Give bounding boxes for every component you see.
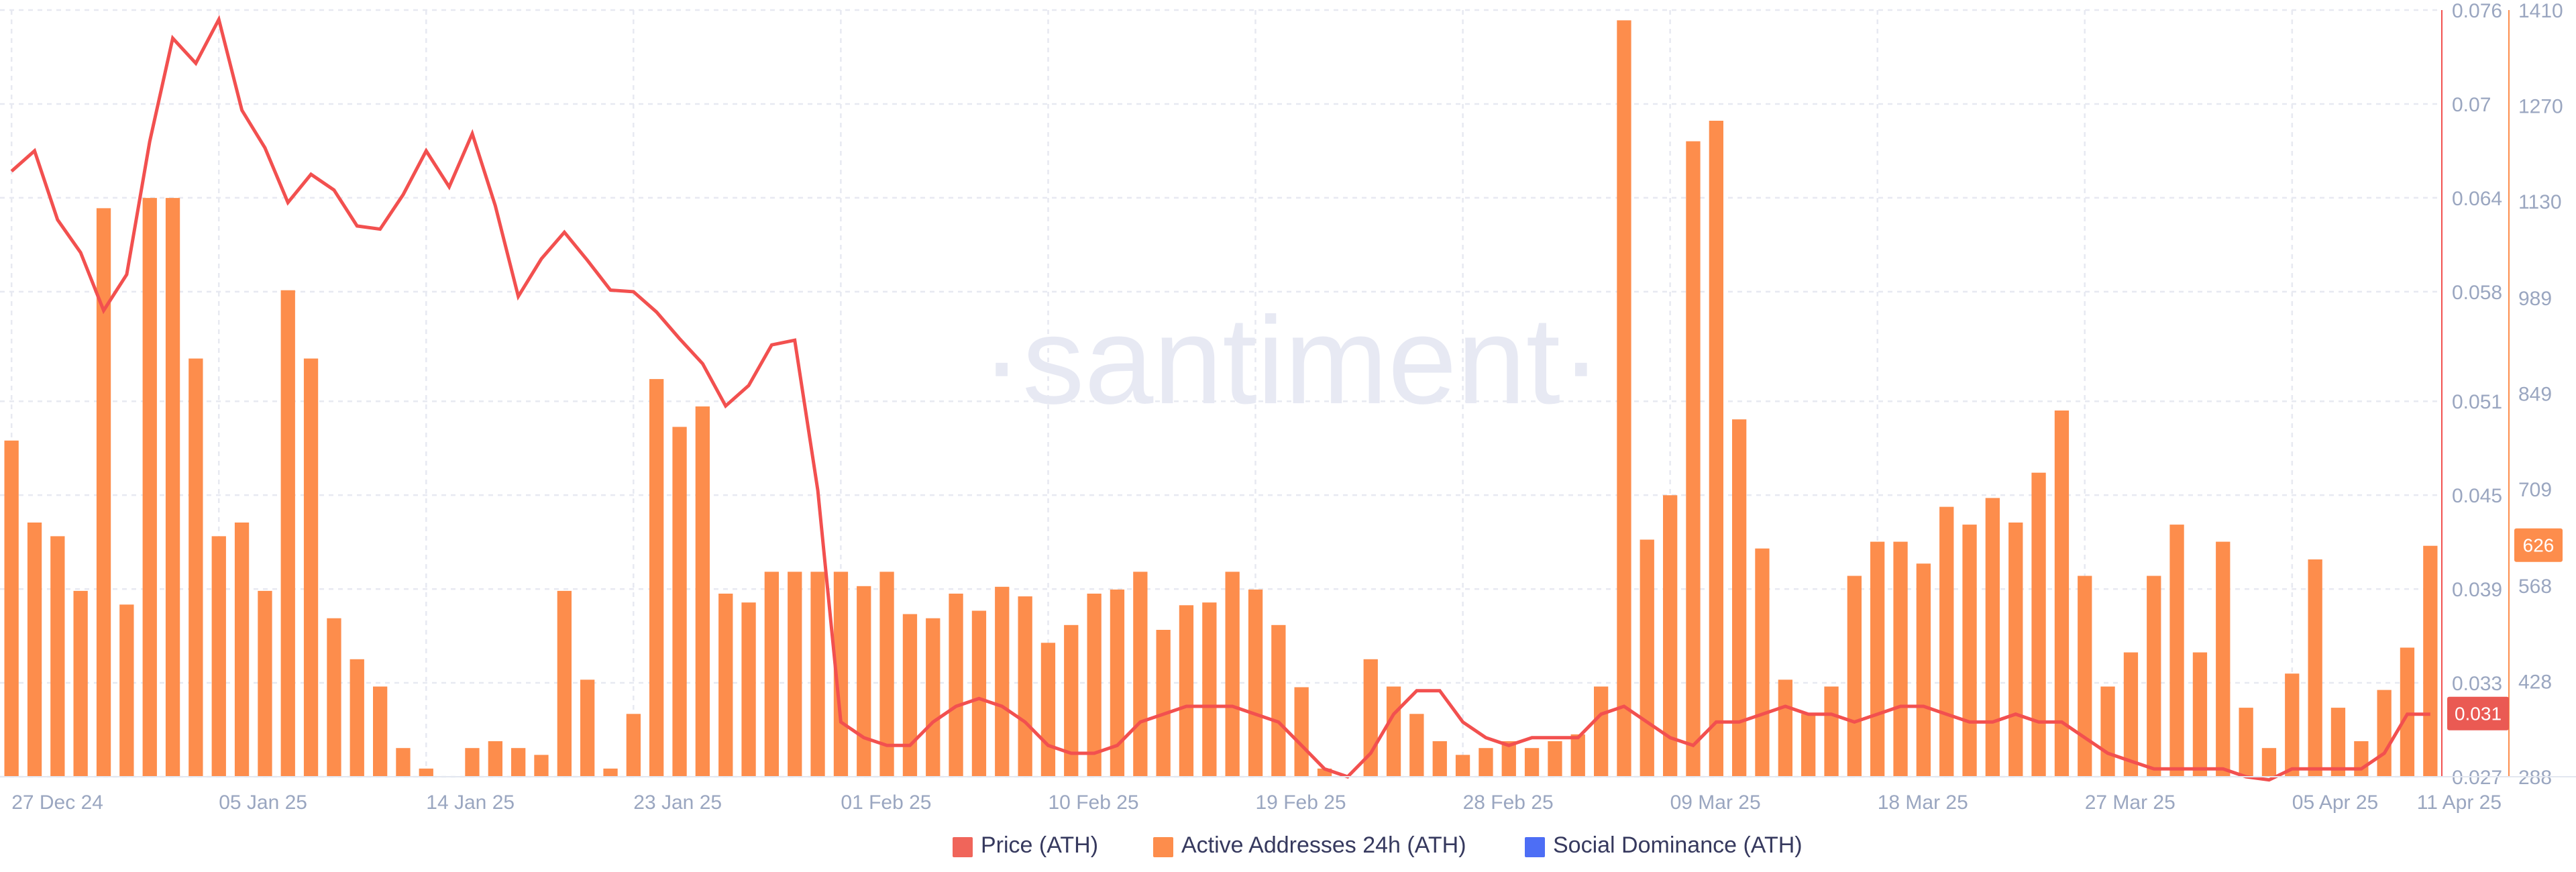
- svg-text:27 Mar 25: 27 Mar 25: [2085, 792, 2176, 814]
- svg-text:28 Feb 25: 28 Feb 25: [1463, 792, 1554, 814]
- svg-text:0.039: 0.039: [2452, 579, 2502, 601]
- svg-text:14 Jan 25: 14 Jan 25: [426, 792, 515, 814]
- svg-text:0.076: 0.076: [2452, 0, 2502, 22]
- svg-text:1130: 1130: [2518, 191, 2562, 213]
- svg-text:10 Feb 25: 10 Feb 25: [1049, 792, 1139, 814]
- svg-text:Social Dominance (ATH): Social Dominance (ATH): [1553, 832, 1803, 858]
- svg-text:0.045: 0.045: [2452, 485, 2502, 507]
- svg-text:849: 849: [2518, 384, 2552, 406]
- svg-text:Price (ATH): Price (ATH): [981, 832, 1098, 858]
- svg-text:27 Dec 24: 27 Dec 24: [11, 792, 103, 814]
- svg-text:1410: 1410: [2518, 0, 2563, 22]
- svg-text:0.027: 0.027: [2452, 767, 2502, 789]
- svg-text:568: 568: [2518, 576, 2552, 598]
- svg-text:·santiment·: ·santiment·: [981, 292, 1601, 430]
- svg-text:11 Apr 25: 11 Apr 25: [2417, 792, 2502, 814]
- svg-text:1270: 1270: [2518, 96, 2563, 118]
- svg-text:18 Mar 25: 18 Mar 25: [1878, 792, 1968, 814]
- svg-text:989: 989: [2518, 288, 2552, 310]
- svg-text:09 Mar 25: 09 Mar 25: [1670, 792, 1761, 814]
- svg-text:0.064: 0.064: [2452, 188, 2502, 210]
- svg-text:0.07: 0.07: [2452, 94, 2491, 116]
- svg-text:428: 428: [2518, 671, 2552, 693]
- svg-text:Active Addresses 24h (ATH): Active Addresses 24h (ATH): [1181, 832, 1466, 858]
- svg-text:05 Apr 25: 05 Apr 25: [2292, 792, 2378, 814]
- svg-text:0.051: 0.051: [2452, 391, 2502, 413]
- svg-text:19 Feb 25: 19 Feb 25: [1256, 792, 1346, 814]
- svg-text:288: 288: [2518, 767, 2552, 789]
- svg-text:626: 626: [2523, 535, 2555, 556]
- svg-text:0.033: 0.033: [2452, 673, 2502, 695]
- svg-text:23 Jan 25: 23 Jan 25: [633, 792, 722, 814]
- svg-text:0.058: 0.058: [2452, 282, 2502, 304]
- svg-text:01 Feb 25: 01 Feb 25: [841, 792, 931, 814]
- svg-text:709: 709: [2518, 479, 2552, 501]
- svg-text:0.031: 0.031: [2455, 704, 2502, 724]
- svg-text:05 Jan 25: 05 Jan 25: [219, 792, 307, 814]
